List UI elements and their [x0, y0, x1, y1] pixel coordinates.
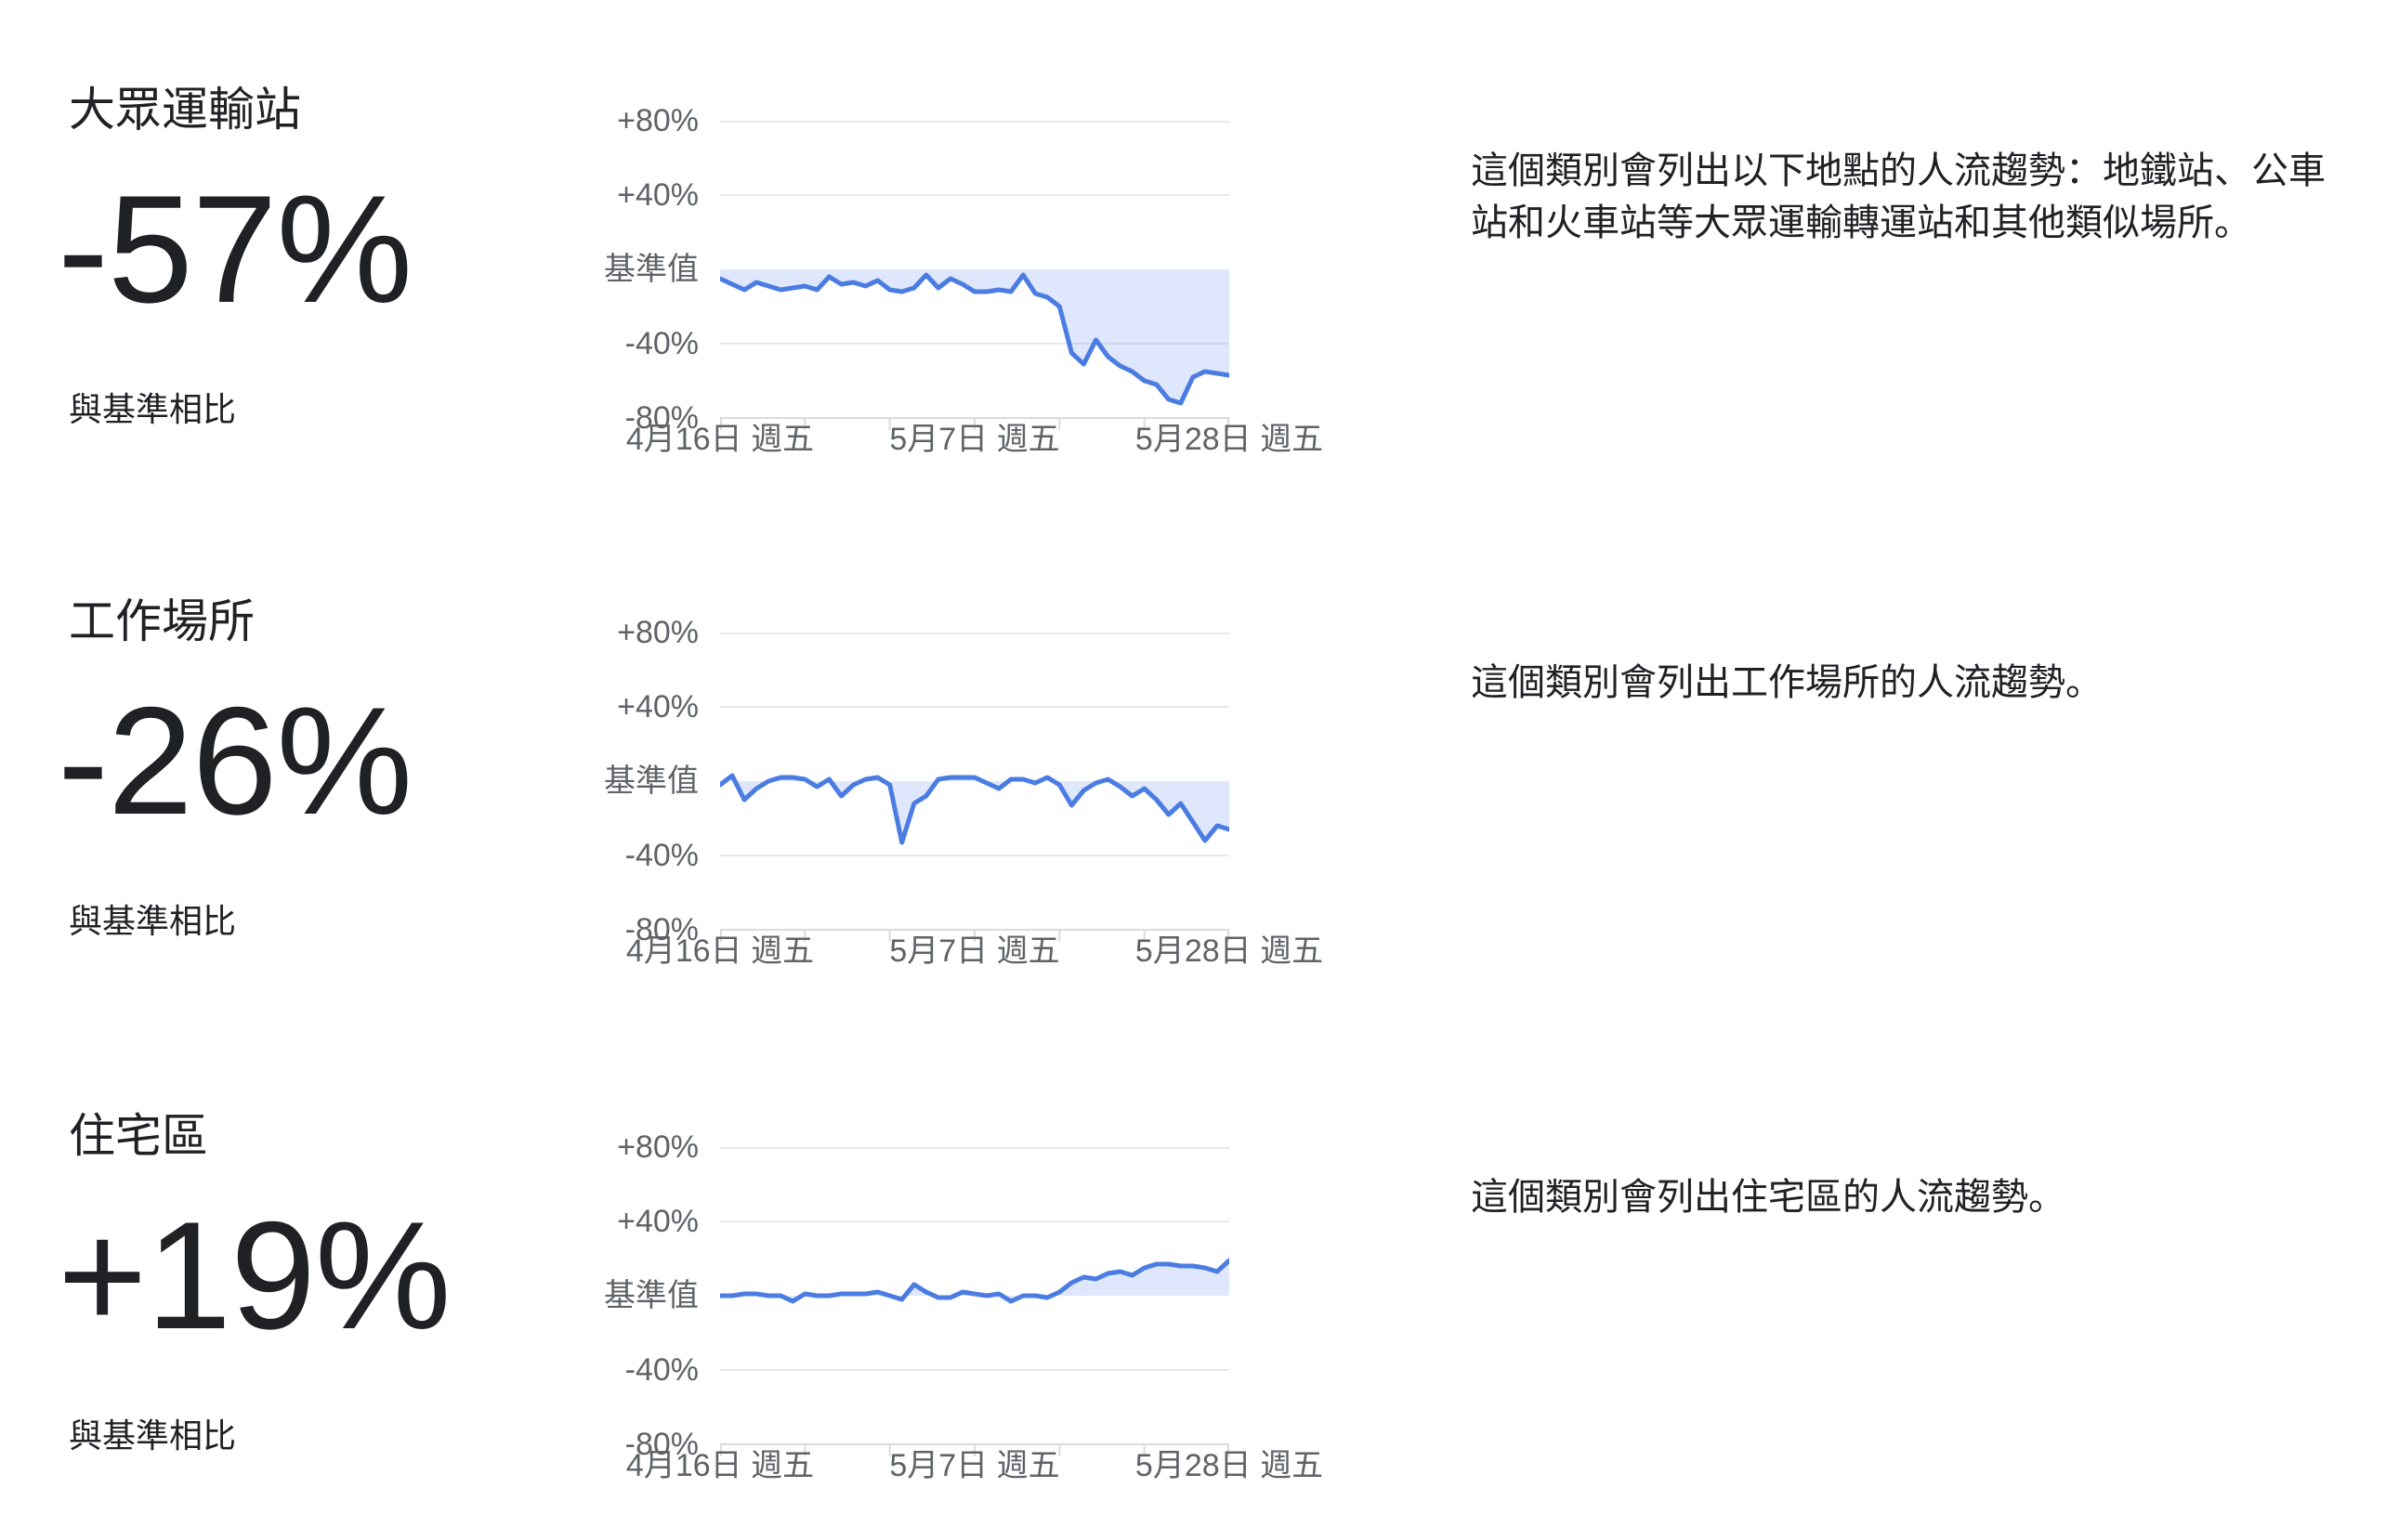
metric-caption: 與基準相比 [69, 902, 237, 940]
mobility-line-chart-transit [720, 121, 1229, 430]
chart-data-line [720, 272, 1229, 406]
y-axis-label: +40% [617, 177, 699, 213]
section-residential: 住宅區 +19% 與基準相比 +80% +40% 基準值 -40% -80% 4… [0, 1026, 2399, 1540]
y-axis-baseline-label: 基準值 [604, 1278, 699, 1313]
x-axis-label: 5月28日 週五 [1134, 1448, 1324, 1483]
section-title: 工作場所 [69, 594, 255, 647]
y-axis-label: -80% [624, 1427, 699, 1462]
y-axis-label: +40% [617, 1204, 699, 1239]
x-axis-label: 5月7日 週五 [889, 422, 1060, 457]
section-description: 這個類別會列出住宅區的人流趨勢。 [1471, 1177, 2065, 1218]
x-axis-label: 5月7日 週五 [889, 933, 1060, 969]
section-description: 這個類別會列出以下地點的人流趨勢：地鐵站、公車站和火車站等大眾運輸轉運站和其他類… [1471, 150, 2326, 243]
x-axis-label: 4月16日 週五 [625, 422, 815, 457]
metric-value: +19% [58, 1190, 452, 1361]
section-title: 住宅區 [69, 1109, 208, 1162]
x-axis-label: 4月16日 週五 [625, 933, 815, 969]
y-axis-label: -80% [624, 912, 699, 947]
mobility-line-chart-residential [720, 1147, 1229, 1456]
chart-area-fill [720, 776, 1229, 842]
y-axis-baseline-label: 基準值 [604, 252, 699, 287]
y-axis-label: +80% [617, 615, 699, 650]
y-axis-label: -80% [624, 400, 699, 436]
metric-value: -57% [58, 163, 413, 334]
chart-area-fill [720, 1260, 1229, 1301]
y-axis-label: +80% [617, 1129, 699, 1165]
section-description: 這個類別會列出工作場所的人流趨勢。 [1471, 662, 2103, 703]
section-title: 大眾運輸站 [69, 83, 301, 136]
section-workplaces: 工作場所 -26% 與基準相比 +80% +40% 基準值 -40% -80% … [0, 512, 2399, 1025]
y-axis-baseline-label: 基準值 [604, 763, 699, 799]
x-axis-label: 5月7日 週五 [889, 1448, 1060, 1483]
y-axis-label: -40% [624, 1352, 699, 1388]
metric-caption: 與基準相比 [69, 1416, 237, 1455]
chart-data-line [720, 1258, 1229, 1304]
x-axis-label: 5月28日 週五 [1134, 933, 1324, 969]
metric-value: -26% [58, 675, 413, 846]
x-axis-label: 4月16日 週五 [625, 1448, 815, 1483]
section-transit-stations: 大眾運輸站 -57% 與基準相比 +80% +40% 基準值 -40% -80%… [0, 0, 2399, 514]
mobility-line-chart-workplaces [720, 633, 1229, 942]
chart-area-fill [720, 269, 1229, 403]
y-axis-label: +40% [617, 689, 699, 724]
metric-caption: 與基準相比 [69, 390, 237, 428]
chart-data-line [720, 773, 1229, 845]
y-axis-label: +80% [617, 103, 699, 138]
y-axis-label: -40% [624, 838, 699, 873]
x-axis-label: 5月28日 週五 [1134, 422, 1324, 457]
y-axis-label: -40% [624, 326, 699, 361]
